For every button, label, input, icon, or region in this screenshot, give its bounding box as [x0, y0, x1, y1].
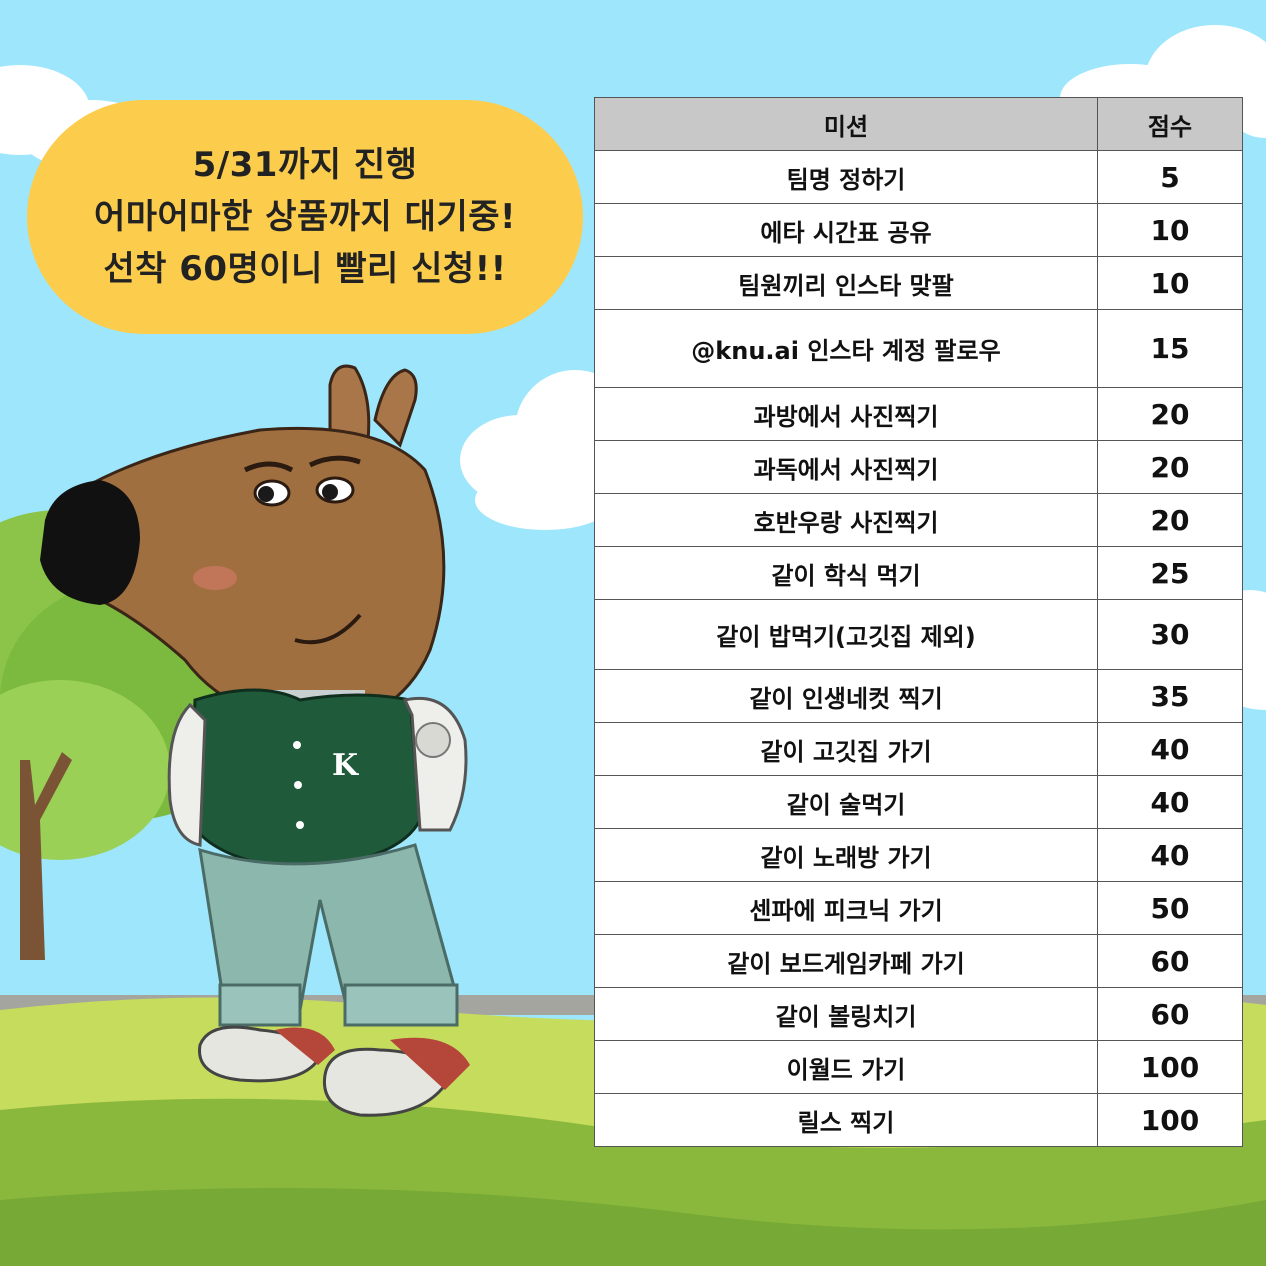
mission-cell: 같이 보드게임카페 가기 — [594, 934, 1098, 988]
table-row: 같이 볼링치기 60 — [594, 987, 1243, 1041]
grass-front — [0, 1188, 1266, 1266]
mission-cell: 에타 시간표 공유 — [594, 203, 1098, 257]
header-score: 점수 — [1097, 97, 1243, 151]
score-cell: 25 — [1097, 546, 1243, 600]
banner-line-3: 선착 60명이니 빨리 신청!! — [103, 249, 507, 289]
score-cell: 10 — [1097, 256, 1243, 310]
mission-table: 미션 점수 팀명 정하기 5 에타 시간표 공유 10 팀원끼리 인스타 맞팔 10 @kn… — [594, 97, 1243, 1147]
table-header-row: 미션 점수 — [594, 97, 1243, 151]
mission-cell: 릴스 찍기 — [594, 1093, 1098, 1147]
score-cell: 30 — [1097, 599, 1243, 670]
table-row: 같이 학식 먹기 25 — [594, 546, 1243, 600]
mission-cell: 과독에서 사진찍기 — [594, 440, 1098, 494]
score-cell: 40 — [1097, 775, 1243, 829]
table-row: 팀명 정하기 5 — [594, 150, 1243, 204]
table-row: 같이 술먹기 40 — [594, 775, 1243, 829]
header-mission: 미션 — [594, 97, 1098, 151]
score-cell: 50 — [1097, 881, 1243, 935]
table-row: 에타 시간표 공유 10 — [594, 203, 1243, 257]
score-cell: 40 — [1097, 828, 1243, 882]
score-cell: 35 — [1097, 669, 1243, 723]
table-row: 센파에 피크닉 가기 50 — [594, 881, 1243, 935]
table-row: 팀원끼리 인스타 맞팔 10 — [594, 256, 1243, 310]
score-cell: 10 — [1097, 203, 1243, 257]
table-row: 과독에서 사진찍기 20 — [594, 440, 1243, 494]
mascot-character — [40, 364, 470, 1117]
jacket-letter: K — [332, 748, 359, 783]
table-row: 같이 노래방 가기 40 — [594, 828, 1243, 882]
mission-cell: 과방에서 사진찍기 — [594, 387, 1098, 441]
mission-cell: 팀명 정하기 — [594, 150, 1098, 204]
table-row: 릴스 찍기 100 — [594, 1093, 1243, 1147]
score-cell: 40 — [1097, 722, 1243, 776]
table-row: 같이 보드게임카페 가기 60 — [594, 934, 1243, 988]
score-cell: 20 — [1097, 440, 1243, 494]
mission-cell: 같이 고깃집 가기 — [594, 722, 1098, 776]
mission-cell: 같이 인생네컷 찍기 — [594, 669, 1098, 723]
table-row: @knu.ai 인스타 계정 팔로우 15 — [594, 309, 1243, 388]
score-cell: 100 — [1097, 1093, 1243, 1147]
table-row: 호반우랑 사진찍기 20 — [594, 493, 1243, 547]
speech-bubble: 5/31까지 진행 어마어마한 상품까지 대기중! 선착 60명이니 빨리 신청… — [27, 100, 583, 334]
mission-cell: 이월드 가기 — [594, 1040, 1098, 1094]
mission-cell: 같이 밥먹기(고깃집 제외) — [594, 599, 1098, 670]
mission-cell: 호반우랑 사진찍기 — [594, 493, 1098, 547]
banner-line-2: 어마어마한 상품까지 대기중! — [93, 197, 517, 237]
score-cell: 20 — [1097, 387, 1243, 441]
score-cell: 60 — [1097, 987, 1243, 1041]
mission-cell: 같이 볼링치기 — [594, 987, 1098, 1041]
mission-cell: 같이 노래방 가기 — [594, 828, 1098, 882]
mission-cell: 팀원끼리 인스타 맞팔 — [594, 256, 1098, 310]
mission-cell: @knu.ai 인스타 계정 팔로우 — [594, 309, 1098, 388]
score-cell: 5 — [1097, 150, 1243, 204]
mission-cell: 같이 학식 먹기 — [594, 546, 1098, 600]
table-row: 같이 인생네컷 찍기 35 — [594, 669, 1243, 723]
score-cell: 15 — [1097, 309, 1243, 388]
score-cell: 100 — [1097, 1040, 1243, 1094]
banner-line-1: 5/31까지 진행 — [192, 145, 418, 185]
table-row: 같이 고깃집 가기 40 — [594, 722, 1243, 776]
score-cell: 60 — [1097, 934, 1243, 988]
table-row: 같이 밥먹기(고깃집 제외) 30 — [594, 599, 1243, 670]
mission-cell: 같이 술먹기 — [594, 775, 1098, 829]
mission-cell: 센파에 피크닉 가기 — [594, 881, 1098, 935]
table-row: 과방에서 사진찍기 20 — [594, 387, 1243, 441]
table-row: 이월드 가기 100 — [594, 1040, 1243, 1094]
score-cell: 20 — [1097, 493, 1243, 547]
